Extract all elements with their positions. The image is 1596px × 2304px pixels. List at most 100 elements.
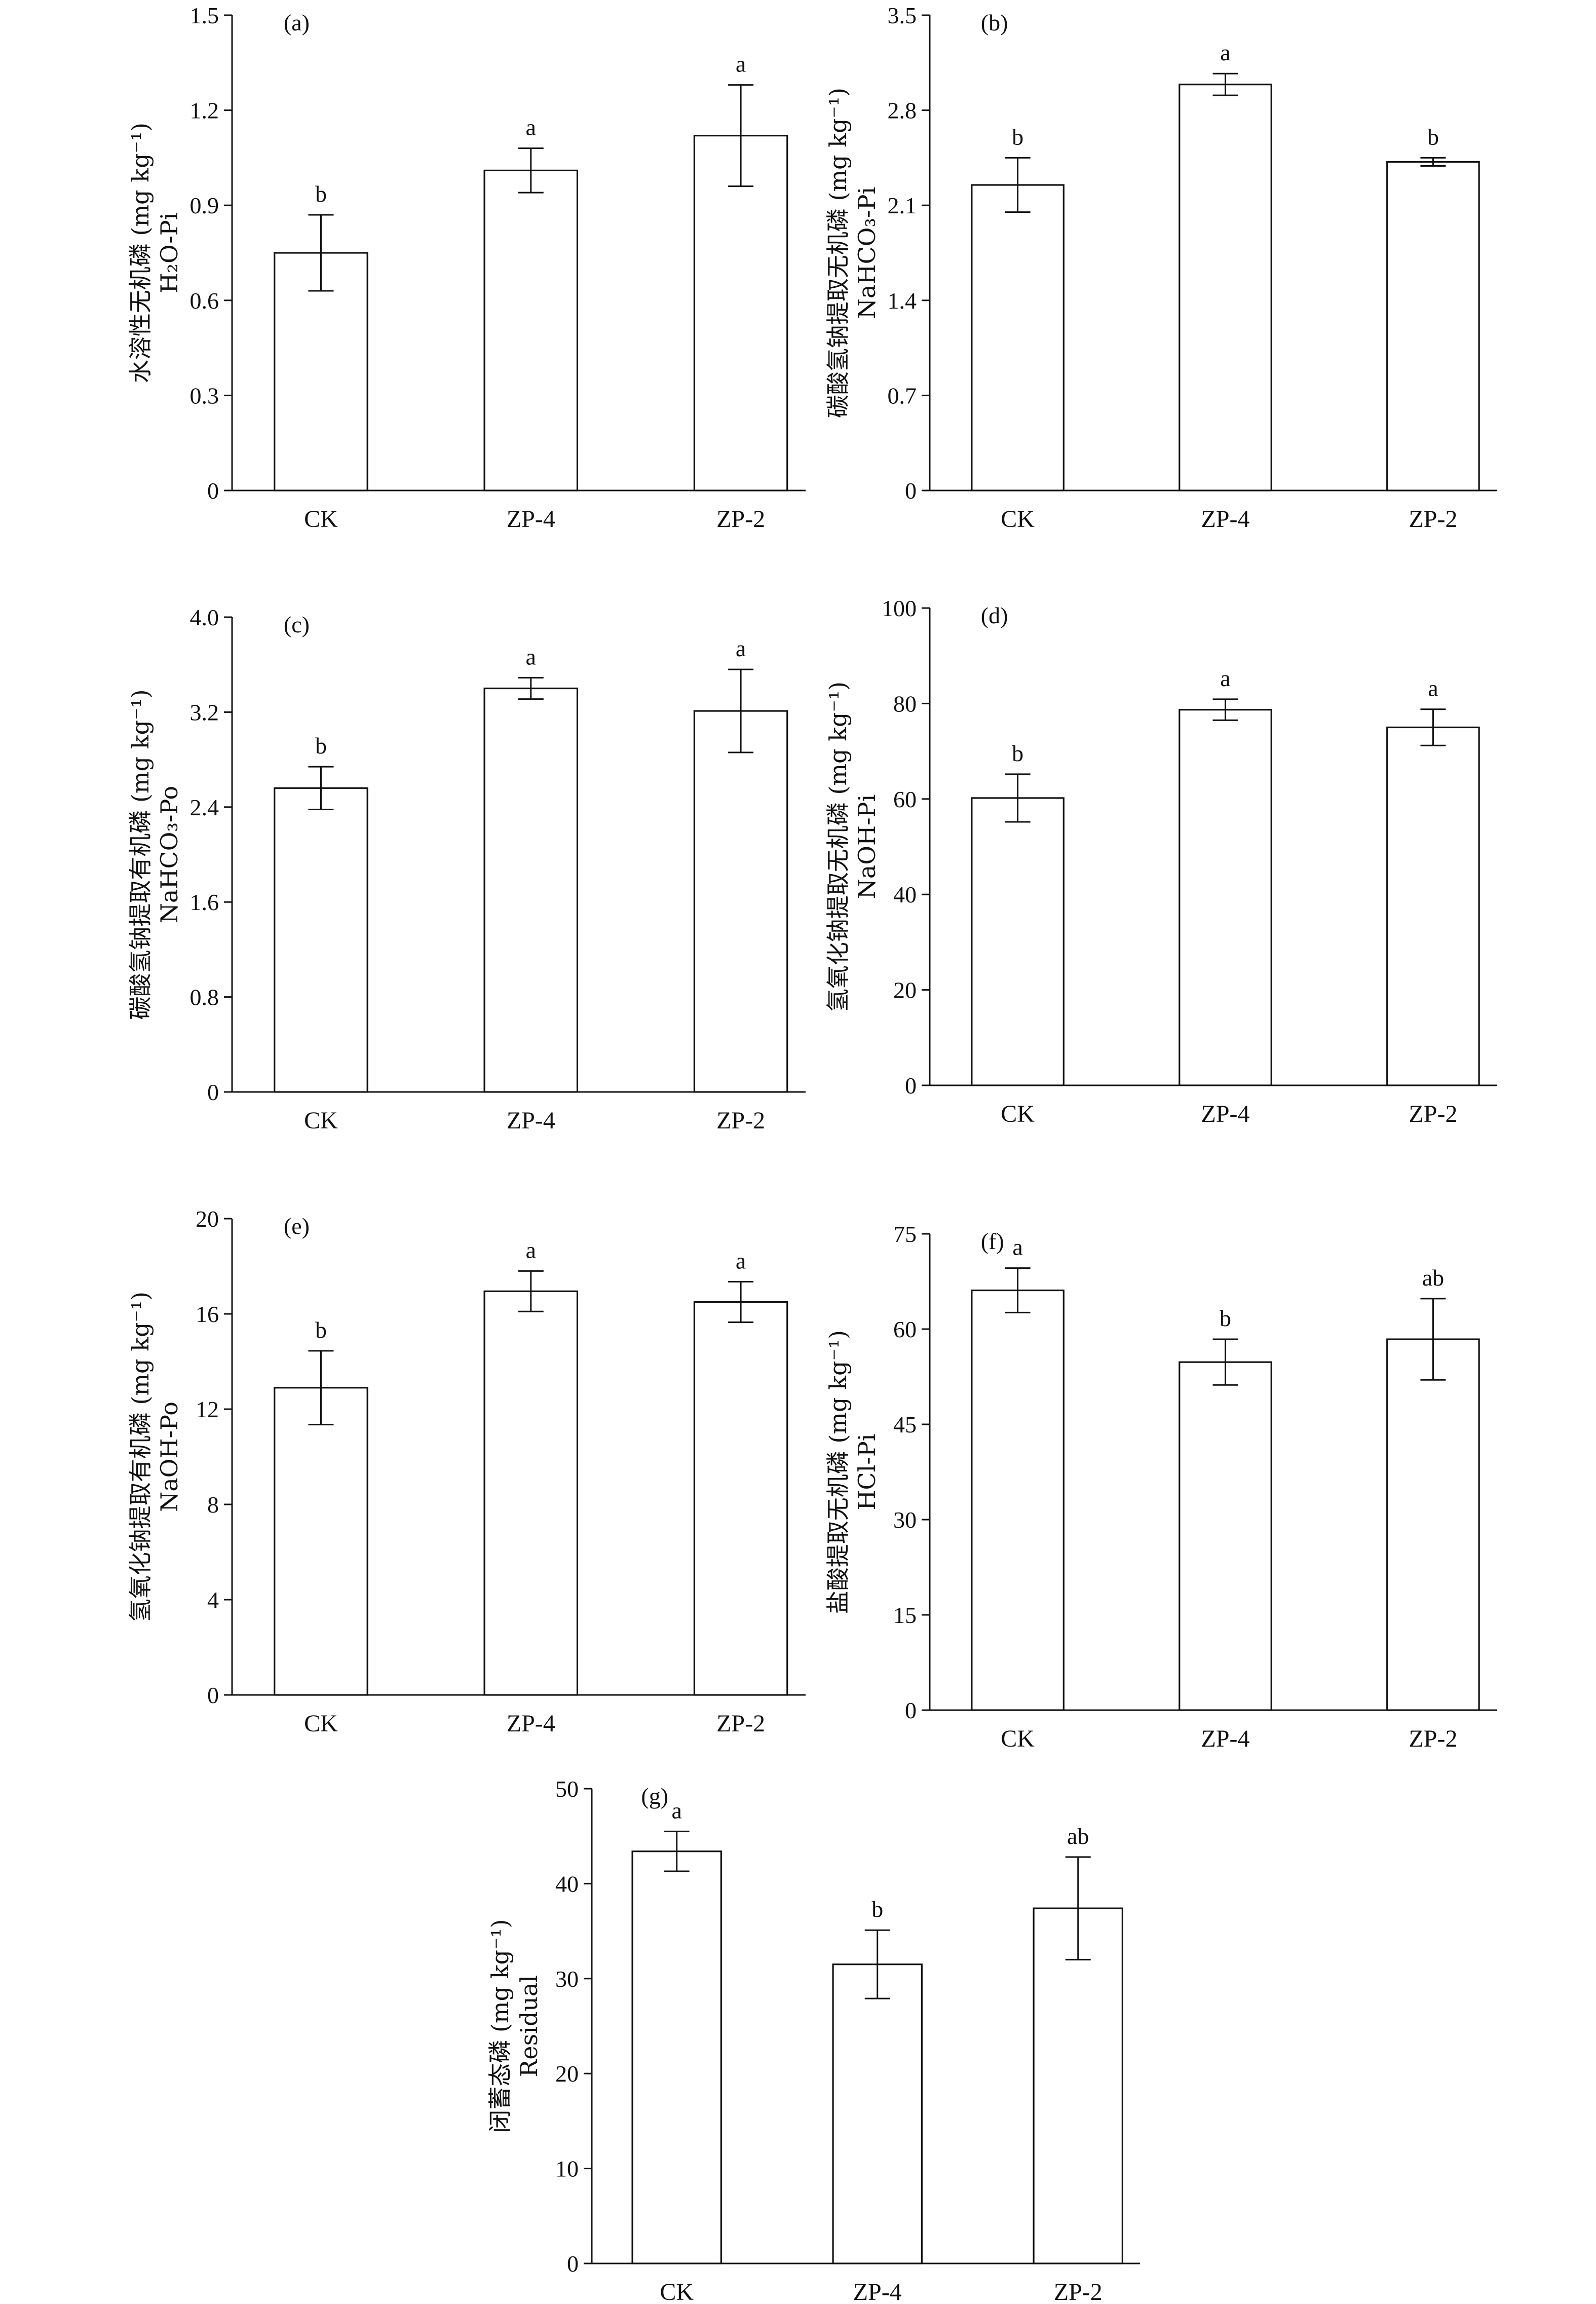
y-tick-label: 0 [207, 1079, 219, 1105]
y-tick-label: 60 [893, 786, 917, 812]
bar [1179, 84, 1272, 492]
x-category-label: ZP-4 [507, 1710, 555, 1737]
y-tick-label: 16 [196, 1301, 219, 1327]
x-category-label: CK [1001, 1101, 1035, 1127]
y-axis-subtitle: NaHCO₃-Pi [853, 187, 881, 319]
y-tick-label: 0 [905, 478, 917, 504]
y-tick-label: 0.7 [888, 383, 917, 408]
y-tick-label: 0 [207, 478, 219, 504]
x-category-label: CK [304, 1710, 338, 1737]
chart-panel: 0 0.3 0.6 0.9 1.2 1.5 b CK a ZP-4 a ZP-2 (a) 水溶性无机磷 (… [127, 3, 806, 533]
y-tick-label: 20 [893, 977, 917, 1003]
y-tick-label: 0 [207, 1682, 219, 1708]
bar [971, 797, 1065, 1086]
bar [1386, 1338, 1480, 1711]
significance-label: a [1428, 675, 1438, 701]
y-tick-label: 8 [207, 1492, 219, 1518]
y-axis-title: 碳酸氢钠提取有机磷 (mg kg⁻¹) [127, 689, 154, 1019]
chart-panel: 0 0.8 1.6 2.4 3.2 4.0 b CK a ZP-4 a ZP-2 (c) 碳酸氢钠提取有机… [127, 605, 806, 1134]
y-tick-label: 1.2 [190, 98, 219, 124]
y-tick-label: 3.2 [190, 699, 219, 725]
chart-panel: 0 4 8 12 16 20 b CK a ZP-4 a ZP-2 (e) 氢氧化钠提取有机磷 (mg k… [127, 1206, 806, 1737]
y-tick-label: 1.4 [888, 288, 917, 314]
y-tick-label: 2.4 [190, 795, 219, 820]
panel-label: (f) [981, 1228, 1004, 1254]
y-tick-label: 4 [207, 1587, 219, 1613]
significance-label: a [736, 635, 746, 661]
x-category-label: CK [660, 2279, 694, 2304]
significance-label: b [1220, 1305, 1231, 1331]
x-category-label: ZP-2 [1409, 506, 1457, 533]
y-tick-label: 0 [905, 1073, 917, 1099]
y-tick-label: 0 [905, 1697, 917, 1723]
x-category-label: ZP-2 [716, 1107, 765, 1134]
x-category-label: CK [1001, 1725, 1035, 1752]
y-axis-subtitle: NaOH-Po [156, 1402, 183, 1512]
y-axis-title: 氢氧化钠提取无机磷 (mg kg⁻¹) [824, 682, 852, 1012]
y-axis-subtitle: NaHCO₃-Po [156, 786, 183, 923]
y-tick-label: 0.3 [190, 383, 219, 408]
y-axis-title: 盐酸提取无机磷 (mg kg⁻¹) [824, 1330, 852, 1614]
x-category-label: ZP-2 [1409, 1101, 1457, 1127]
bar [483, 169, 579, 492]
y-tick-label: 45 [893, 1412, 917, 1438]
x-category-label: ZP-4 [1201, 1725, 1250, 1752]
y-tick-label: 30 [893, 1507, 917, 1533]
significance-label: b [871, 1896, 883, 1922]
y-tick-label: 3.5 [888, 3, 917, 28]
y-tick-label: 1.5 [190, 3, 219, 28]
x-category-label: ZP-4 [1201, 506, 1250, 533]
y-tick-label: 60 [893, 1316, 917, 1342]
chart-panel: 0 15 30 45 60 75 a CK b ZP-4 ab ZP-2 (f) 盐酸提取无机磷 (mg … [824, 1221, 1497, 1752]
significance-label: a [526, 1237, 536, 1263]
y-tick-label: 0.9 [190, 193, 219, 218]
y-tick-label: 40 [893, 882, 917, 908]
chart-panel: 0 0.7 1.4 2.1 2.8 3.5 b CK a ZP-4 b ZP-2 (b) 碳酸氢钠提取无机… [824, 3, 1497, 533]
y-axis-subtitle: Residual [515, 1975, 543, 2077]
y-tick-label: 12 [196, 1396, 219, 1422]
panel-label: (g) [641, 1783, 668, 1809]
bar [971, 1289, 1065, 1711]
bar [971, 184, 1065, 492]
significance-label: b [1427, 124, 1439, 149]
chart-panel: 0 10 20 30 40 50 a CK b ZP-4 ab ZP-2 (g) 闭蓄态磷 (mg kg⁻… [486, 1776, 1140, 2304]
chart-panel: 0 20 40 60 80 100 b CK a ZP-4 a ZP-2 (d) 氢氧化钠提取无机磷 (m… [824, 595, 1497, 1127]
bar [693, 135, 788, 492]
bar [1179, 1361, 1272, 1711]
y-tick-label: 0 [567, 2251, 579, 2277]
y-axis-title: 水溶性无机磷 (mg kg⁻¹) [127, 123, 154, 383]
bar [693, 710, 788, 1093]
y-tick-label: 20 [196, 1206, 219, 1232]
y-axis-title: 碳酸氢钠提取无机磷 (mg kg⁻¹) [824, 88, 852, 418]
significance-label: b [315, 1317, 327, 1343]
x-category-label: CK [304, 1107, 338, 1134]
x-category-label: ZP-4 [1201, 1101, 1250, 1127]
significance-label: a [671, 1797, 681, 1823]
y-axis-title: 氢氧化钠提取有机磷 (mg kg⁻¹) [127, 1292, 154, 1622]
bar [1033, 1907, 1123, 2264]
y-tick-label: 2.8 [888, 98, 917, 124]
y-tick-label: 1.6 [190, 889, 219, 915]
bar [1386, 726, 1480, 1086]
bar [274, 787, 368, 1093]
bar [693, 1301, 788, 1696]
significance-label: a [736, 1248, 746, 1274]
x-category-label: ZP-2 [1054, 2279, 1103, 2304]
significance-label: a [1012, 1234, 1022, 1260]
x-category-label: ZP-2 [716, 1710, 765, 1737]
significance-label: a [1220, 40, 1230, 65]
significance-label: b [315, 181, 327, 207]
significance-label: a [736, 51, 746, 77]
bar [631, 1850, 722, 2264]
panel-label: (d) [981, 602, 1008, 628]
y-tick-label: 40 [555, 1871, 579, 1897]
x-category-label: CK [1001, 506, 1035, 533]
significance-label: a [526, 115, 536, 140]
bar [1386, 161, 1480, 492]
y-tick-label: 50 [555, 1776, 579, 1802]
y-tick-label: 20 [555, 2061, 579, 2087]
x-category-label: ZP-4 [853, 2279, 902, 2304]
x-category-label: CK [304, 506, 338, 533]
y-tick-label: 80 [893, 691, 917, 716]
